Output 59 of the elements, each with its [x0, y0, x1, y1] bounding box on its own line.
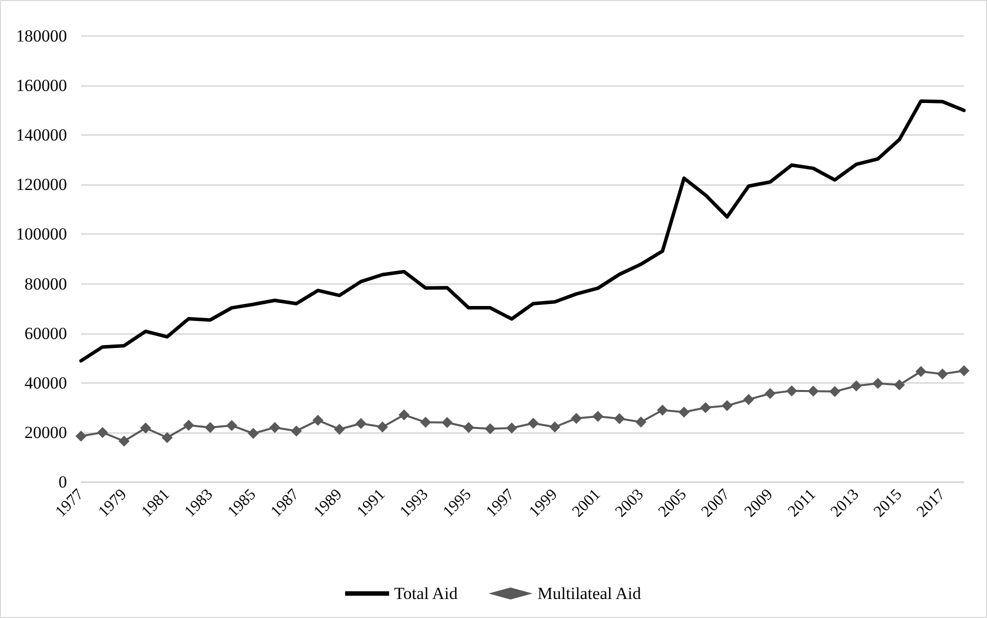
y-tick-label: 160000: [16, 76, 67, 96]
point: [872, 378, 884, 389]
point: [958, 365, 970, 376]
point: [226, 420, 238, 432]
point: [118, 436, 130, 447]
point: [808, 386, 819, 397]
point: [248, 428, 259, 439]
point: [936, 368, 948, 380]
x-tick-label: 2001: [569, 486, 604, 521]
y-tick-label: 60000: [24, 324, 67, 343]
point: [700, 402, 712, 414]
point: [786, 385, 798, 396]
point: [183, 420, 194, 431]
point: [829, 386, 840, 398]
y-tick-label: 80000: [24, 274, 67, 294]
point: [549, 421, 560, 432]
point: [570, 412, 582, 424]
y-tick-label: 120000: [16, 175, 67, 194]
point: [894, 379, 905, 390]
point: [592, 410, 604, 422]
point: [334, 424, 345, 435]
point: [743, 394, 754, 405]
y-tick-label: 180000: [16, 26, 67, 46]
point: [915, 366, 926, 377]
point: [764, 388, 776, 400]
point: [850, 380, 862, 392]
point: [290, 425, 302, 436]
point: [678, 406, 690, 418]
line-series: [79, 99, 966, 363]
point: [484, 423, 496, 434]
point: [355, 418, 366, 430]
y-tick-label: 100000: [16, 224, 67, 244]
point: [162, 432, 173, 444]
point: [269, 422, 280, 433]
point: [635, 416, 646, 428]
legend-label: Multilateal Aid: [538, 584, 642, 603]
x-tick-label: 2011: [785, 486, 820, 520]
point: [312, 414, 324, 426]
point: [528, 418, 539, 429]
point: [398, 409, 410, 420]
point: [140, 422, 152, 434]
legend-label: Total Aid: [394, 584, 458, 603]
y-tick-label: 0: [58, 472, 67, 492]
x-tick-label: 1991: [354, 486, 389, 521]
point: [722, 400, 733, 412]
point: [97, 426, 108, 438]
point: [463, 422, 474, 433]
y-tick-label: 20000: [24, 422, 67, 442]
x-tick-label: 1981: [138, 486, 174, 521]
point: [506, 422, 518, 434]
point: [614, 413, 625, 424]
point: [76, 430, 86, 442]
point: [377, 421, 388, 432]
point: [420, 416, 432, 428]
y-tick-label: 40000: [24, 373, 67, 392]
point: [656, 404, 668, 416]
y-tick-label: 140000: [16, 126, 67, 145]
point: [442, 417, 453, 428]
point: [204, 422, 216, 433]
